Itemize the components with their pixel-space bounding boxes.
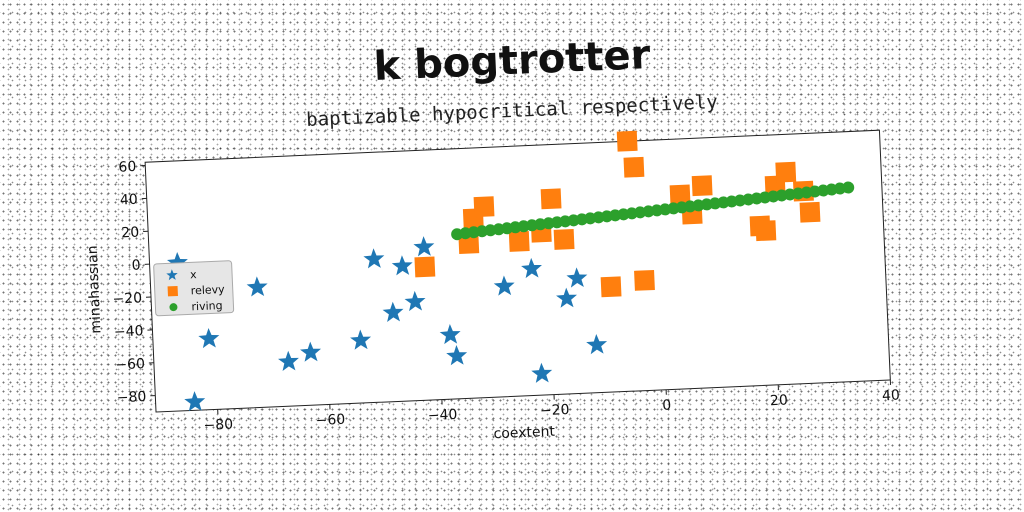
data-marks — [167, 130, 855, 412]
data-point-x — [446, 345, 468, 366]
data-point-x — [300, 341, 322, 362]
data-point-x — [198, 327, 220, 349]
y-tick-label: 40 — [120, 192, 139, 209]
data-point-x — [566, 267, 588, 288]
data-point-x — [531, 362, 553, 383]
data-point-relevy — [540, 188, 562, 210]
data-point-x — [278, 350, 299, 371]
data-point-x — [521, 257, 542, 279]
data-point-relevy — [799, 201, 821, 223]
data-point-x — [556, 287, 578, 308]
x-tick-label: 20 — [770, 392, 789, 409]
data-point-relevy — [669, 184, 691, 206]
y-tick-label: −20 — [112, 290, 142, 307]
y-tick-label: −40 — [114, 323, 144, 340]
x-tick-label: −80 — [203, 417, 233, 434]
data-point-relevy — [616, 130, 638, 152]
legend-label-x: x — [190, 268, 198, 281]
y-tick-label: −60 — [115, 356, 145, 373]
legend-label-riving: riving — [191, 299, 223, 313]
y-tick-label: 0 — [131, 258, 141, 274]
data-point-relevy — [553, 229, 575, 250]
y-tick-label: −80 — [116, 389, 146, 406]
data-point-relevy — [623, 156, 645, 178]
data-point-relevy — [775, 161, 797, 183]
legend: x relevy riving — [153, 260, 235, 317]
data-point-x — [246, 276, 268, 297]
x-tick-label: −40 — [427, 407, 457, 424]
data-point-relevy — [508, 230, 530, 252]
legend-marker-riving — [169, 303, 178, 312]
data-point-x — [404, 290, 426, 312]
legend-marker-relevy — [167, 285, 178, 297]
data-point-relevy — [691, 175, 713, 197]
x-tick-label: 40 — [882, 388, 901, 405]
legend-marker-x — [166, 269, 178, 281]
data-point-x — [586, 334, 608, 355]
axis-ticks: −80 −60 −40 −20 0 20 40 60 40 20 0 −20 −40 −60 −80 — [112, 159, 901, 434]
y-tick-label: 20 — [121, 225, 140, 242]
data-point-relevy — [473, 196, 495, 218]
x-tick-label: −20 — [540, 402, 570, 419]
data-point-relevy — [755, 220, 777, 242]
data-point-x — [413, 236, 435, 257]
y-tick-label: 60 — [118, 159, 137, 176]
x-axis-label: coextent — [493, 424, 556, 443]
data-point-relevy — [600, 276, 622, 298]
data-point-x — [363, 248, 385, 269]
y-axis-label: minahassian — [85, 245, 105, 334]
series-riving — [451, 181, 855, 241]
data-point-x — [184, 391, 206, 412]
data-point-x — [391, 255, 413, 276]
data-point-relevy — [634, 269, 655, 291]
data-point-x — [493, 275, 515, 296]
legend-label-relevy: relevy — [190, 283, 225, 297]
data-point-riving — [842, 181, 855, 194]
plot-group: −80 −60 −40 −20 0 20 40 60 40 20 0 −20 −40 −60 −80 coe… — [85, 129, 901, 443]
x-tick-label: 0 — [662, 398, 672, 414]
data-point-x — [350, 329, 372, 350]
x-tick-label: −60 — [315, 412, 345, 429]
data-point-x — [382, 301, 404, 322]
data-point-x — [439, 324, 461, 345]
data-point-relevy — [414, 256, 436, 278]
